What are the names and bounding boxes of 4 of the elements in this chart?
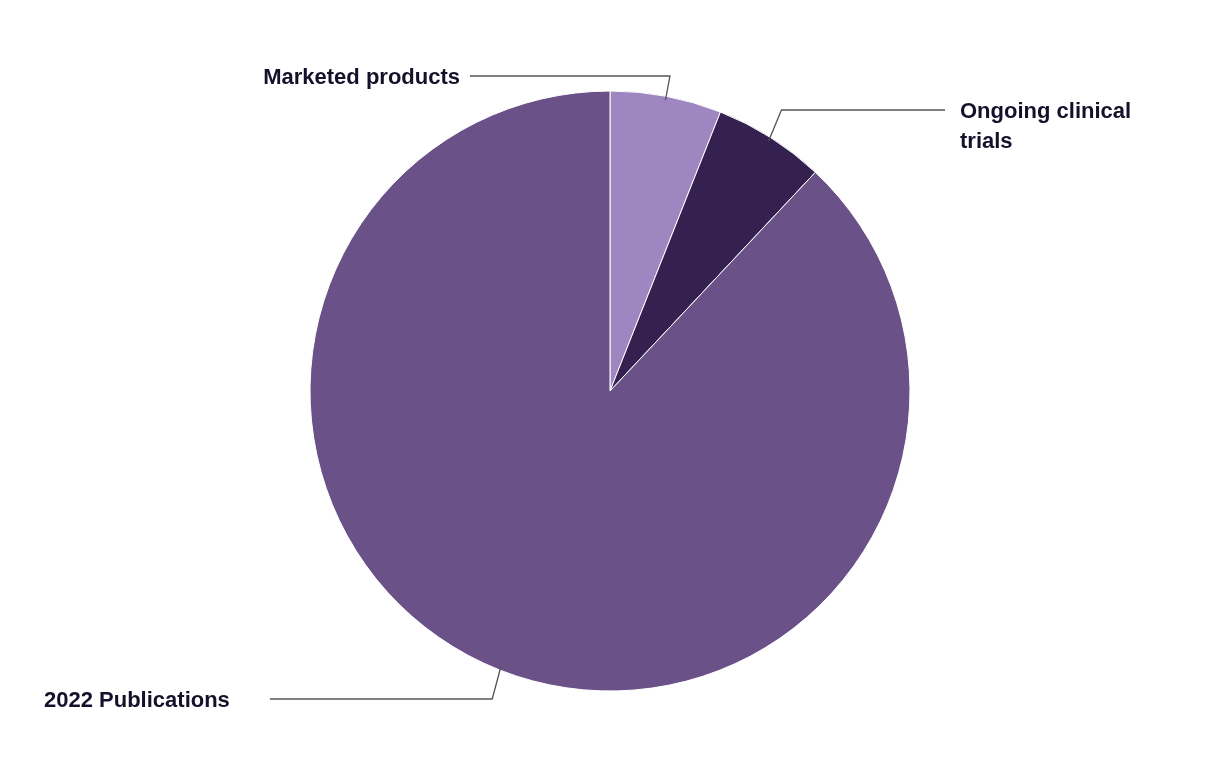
slice-label: Marketed products (263, 64, 460, 89)
slice-label: 2022 Publications (44, 687, 230, 712)
pie-slice (309, 90, 911, 692)
slice-label: Ongoing clinical trials (960, 98, 1132, 153)
